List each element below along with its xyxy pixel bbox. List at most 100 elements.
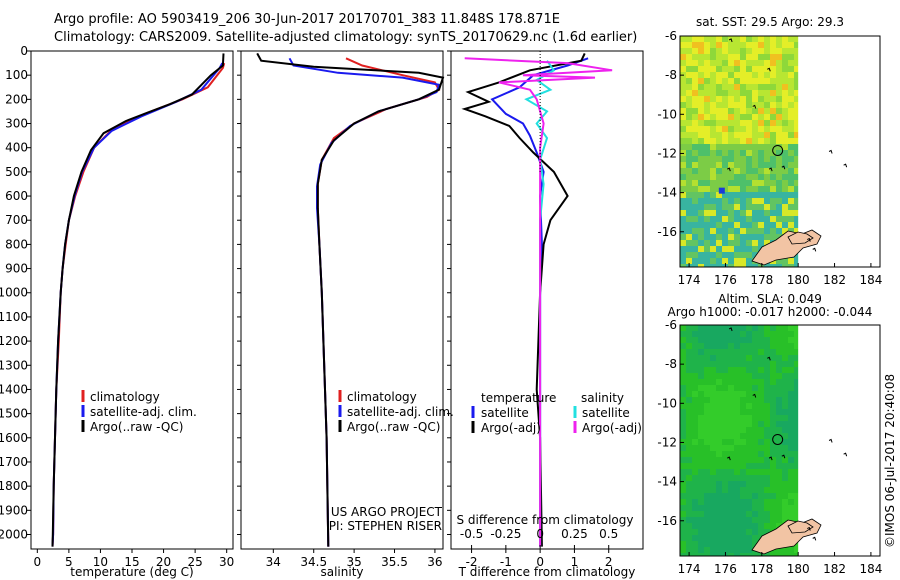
field-cell — [752, 84, 758, 90]
field-cell — [788, 222, 794, 228]
field-cell — [692, 487, 698, 493]
field-cell — [776, 487, 782, 493]
field-cell — [770, 60, 776, 66]
field-cell — [698, 325, 704, 331]
field-cell — [692, 499, 698, 505]
field-cell — [734, 180, 740, 186]
field-cell — [722, 258, 728, 264]
field-cell — [788, 463, 794, 469]
field-cell — [740, 505, 746, 511]
field-cell — [716, 547, 722, 553]
islet-mark — [752, 104, 757, 109]
field-cell — [770, 234, 776, 240]
field-cell — [746, 349, 752, 355]
field-cell — [752, 54, 758, 60]
field-cell — [722, 541, 728, 547]
field-cell — [770, 409, 776, 415]
field-cell — [710, 132, 716, 138]
field-cell — [734, 553, 740, 556]
field-cell — [758, 361, 764, 367]
field-cell — [794, 96, 799, 102]
field-cell — [734, 168, 740, 174]
map-frame — [679, 35, 881, 268]
field-cell — [692, 54, 698, 60]
lat-tick-label: -10 — [657, 396, 677, 410]
field-cell — [758, 403, 764, 409]
field-cell — [734, 126, 740, 132]
field-cell — [692, 42, 698, 48]
field-cell — [776, 48, 782, 54]
field-cell — [698, 78, 704, 84]
field-cell — [764, 475, 770, 481]
field-cell — [692, 114, 698, 120]
field-cell — [746, 517, 752, 523]
field-cell — [716, 487, 722, 493]
field-cell — [728, 427, 734, 433]
field-cell — [776, 192, 782, 198]
field-cell — [680, 379, 686, 385]
profile-title: Argo profile: AO 5903419_206 30-Jun-2017… — [54, 12, 560, 27]
field-cell — [794, 60, 799, 66]
field-cell — [740, 553, 746, 556]
field-cell — [698, 421, 704, 427]
field-cell — [788, 325, 794, 331]
field-cell — [758, 126, 764, 132]
field-cell — [752, 529, 758, 535]
field-cell — [752, 415, 758, 421]
field-cell — [782, 493, 788, 499]
field-cell — [740, 54, 746, 60]
field-cell — [764, 66, 770, 72]
field-cell — [734, 96, 740, 102]
series-line-s-argo-adj- — [464, 57, 613, 547]
field-cell — [734, 192, 740, 198]
field-cell — [680, 114, 686, 120]
field-cell — [686, 439, 692, 445]
field-cell — [770, 156, 776, 162]
field-cell — [692, 355, 698, 361]
field-cell — [794, 48, 799, 54]
field-cell — [686, 523, 692, 529]
field-cell — [752, 96, 758, 102]
field-cell — [794, 343, 799, 349]
field-cell — [686, 469, 692, 475]
field-cell — [686, 505, 692, 511]
legend-label: satellite — [481, 406, 529, 420]
field-cell — [782, 72, 788, 78]
field-cell — [764, 162, 770, 168]
field-cell — [704, 331, 710, 337]
field-cell — [680, 144, 686, 150]
field-cell — [782, 517, 788, 523]
field-cell — [734, 228, 740, 234]
map-title: Altim. SLA: 0.049 — [718, 292, 822, 306]
field-cell — [746, 511, 752, 517]
field-cell — [710, 451, 716, 457]
field-cell — [746, 547, 752, 553]
field-cell — [740, 385, 746, 391]
field-cell — [728, 349, 734, 355]
field-cell — [764, 439, 770, 445]
field-cell — [716, 349, 722, 355]
field-cell — [692, 168, 698, 174]
field-cell — [704, 168, 710, 174]
field-cell — [692, 529, 698, 535]
field-cell — [698, 72, 704, 78]
field-cell — [764, 373, 770, 379]
field-cell — [728, 409, 734, 415]
depth-tick-label: 200 — [5, 92, 28, 106]
field-cell — [692, 252, 698, 258]
field-cell — [764, 84, 770, 90]
field-cell — [752, 427, 758, 433]
field-cell — [680, 204, 686, 210]
lat-tick-label: -6 — [665, 318, 677, 332]
field-cell — [710, 403, 716, 409]
field-cell — [740, 258, 746, 264]
field-cell — [710, 120, 716, 126]
field-cell — [752, 168, 758, 174]
field-cell — [734, 541, 740, 547]
field-cell — [764, 331, 770, 337]
field-cell — [788, 192, 794, 198]
field-cell — [788, 337, 794, 343]
field-cell — [704, 415, 710, 421]
field-cell — [758, 234, 764, 240]
field-cell — [794, 264, 799, 267]
